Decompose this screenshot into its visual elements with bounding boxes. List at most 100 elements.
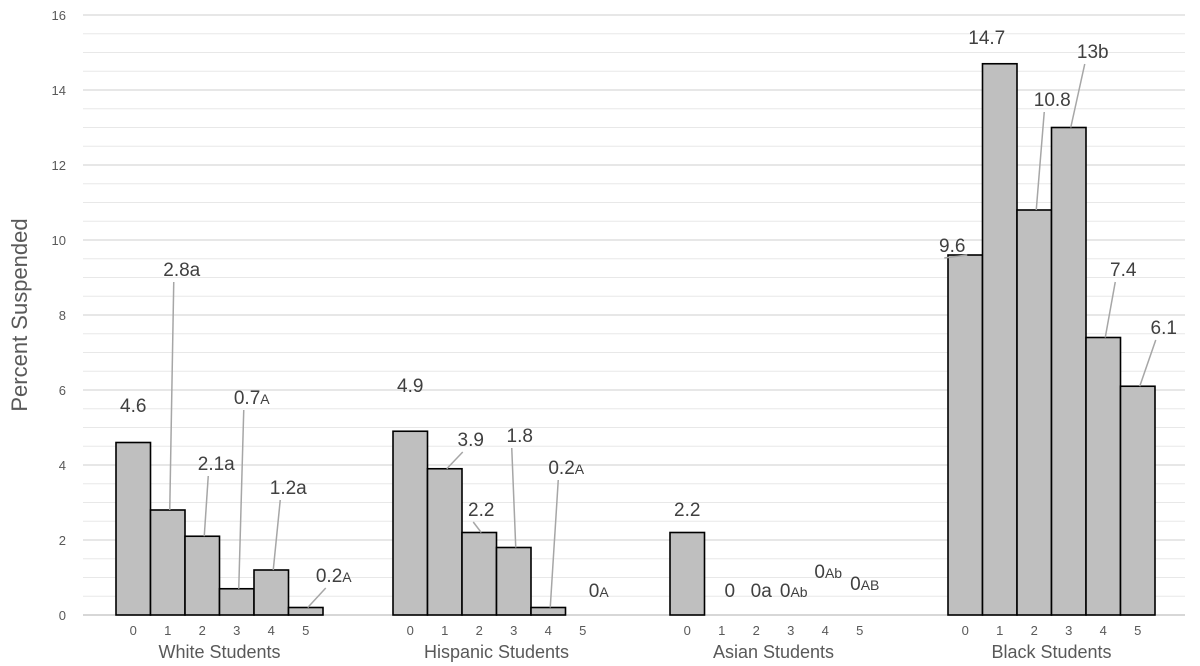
y-tick-label: 8 bbox=[59, 308, 66, 323]
leader-line bbox=[203, 475, 209, 537]
bar bbox=[115, 441, 152, 616]
x-tick-label: 2 bbox=[199, 623, 206, 638]
x-tick-label: 3 bbox=[233, 623, 240, 638]
data-label: 1.8 bbox=[507, 426, 533, 447]
leader-line bbox=[1070, 63, 1086, 128]
x-tick-label: 1 bbox=[441, 623, 448, 638]
data-label: 2.2 bbox=[674, 500, 700, 521]
data-label: 4.6 bbox=[120, 396, 146, 417]
data-label: 0.2A bbox=[316, 566, 352, 587]
bar bbox=[149, 509, 186, 616]
data-label: 0 bbox=[724, 581, 735, 602]
group-label: Hispanic Students bbox=[424, 642, 569, 662]
data-label: 9.6 bbox=[939, 236, 965, 257]
x-tick-label: 0 bbox=[130, 623, 137, 638]
x-axis-ticks: 0 1 2 3 4 5 0 1 2 3 4 5 0 1 2 3 4 5 0 1 2 3 4 5 bbox=[130, 623, 1142, 638]
data-label: 0A bbox=[589, 581, 610, 602]
leader-line bbox=[1035, 111, 1045, 211]
data-label: 14.7 bbox=[968, 28, 1005, 49]
data-label: 4.9 bbox=[397, 376, 423, 397]
x-tick-label: 0 bbox=[684, 623, 691, 638]
data-label: 2.1a bbox=[198, 454, 235, 475]
label-leader-lines bbox=[169, 63, 1157, 609]
data-label: 0a bbox=[751, 581, 773, 602]
x-tick-label: 2 bbox=[476, 623, 483, 638]
leader-line bbox=[511, 447, 517, 548]
x-tick-label: 2 bbox=[1031, 623, 1038, 638]
x-tick-label: 4 bbox=[1100, 623, 1107, 638]
data-label: 10.8 bbox=[1034, 90, 1071, 111]
x-tick-label: 0 bbox=[962, 623, 969, 638]
x-tick-label: 1 bbox=[718, 623, 725, 638]
y-tick-label: 10 bbox=[52, 233, 66, 248]
bar bbox=[287, 606, 324, 616]
leader-line bbox=[446, 451, 464, 470]
leader-line bbox=[238, 409, 245, 589]
group-label: Black Students bbox=[991, 642, 1111, 662]
bar bbox=[184, 535, 221, 616]
leader-line bbox=[272, 499, 281, 571]
x-tick-label: 5 bbox=[302, 623, 309, 638]
data-label: 0.7A bbox=[234, 388, 270, 409]
leader-line bbox=[944, 254, 968, 259]
y-tick-label: 2 bbox=[59, 533, 66, 548]
bar bbox=[1119, 385, 1156, 616]
x-tick-label: 1 bbox=[164, 623, 171, 638]
data-label: 3.9 bbox=[458, 430, 484, 451]
x-tick-label: 4 bbox=[545, 623, 552, 638]
bar bbox=[530, 606, 567, 616]
data-label: 0Ab bbox=[814, 562, 842, 583]
bar bbox=[1016, 209, 1053, 616]
bars bbox=[115, 62, 1156, 616]
data-label: 2.2 bbox=[468, 500, 494, 521]
bar bbox=[461, 531, 498, 616]
data-label: 0.2A bbox=[548, 458, 584, 479]
y-tick-label: 12 bbox=[52, 158, 66, 173]
data-label: 1.2a bbox=[270, 478, 307, 499]
bar bbox=[495, 546, 532, 616]
y-tick-label: 14 bbox=[52, 83, 66, 98]
y-axis-title: Percent Suspended bbox=[7, 218, 32, 411]
data-label: 6.1 bbox=[1151, 318, 1177, 339]
bar bbox=[669, 531, 706, 616]
data-label: 13b bbox=[1077, 42, 1109, 63]
bar bbox=[947, 254, 984, 616]
leader-line bbox=[307, 587, 327, 609]
y-tick-label: 4 bbox=[59, 458, 66, 473]
data-label: 2.8a bbox=[163, 260, 200, 281]
bar bbox=[253, 569, 290, 616]
x-tick-label: 5 bbox=[579, 623, 586, 638]
x-tick-label: 5 bbox=[856, 623, 863, 638]
x-tick-label: 3 bbox=[1065, 623, 1072, 638]
y-tick-label: 0 bbox=[59, 608, 66, 623]
x-tick-label: 3 bbox=[787, 623, 794, 638]
y-tick-label: 6 bbox=[59, 383, 66, 398]
group-labels: White Students Hispanic Students Asian Stu… bbox=[158, 642, 1111, 662]
y-tick-label: 16 bbox=[52, 8, 66, 23]
bar bbox=[981, 62, 1018, 616]
x-tick-label: 2 bbox=[753, 623, 760, 638]
x-tick-label: 1 bbox=[996, 623, 1003, 638]
x-tick-label: 5 bbox=[1134, 623, 1141, 638]
bar bbox=[426, 467, 463, 616]
leader-line bbox=[472, 521, 482, 533]
leader-line bbox=[169, 281, 175, 511]
bar bbox=[218, 587, 255, 616]
data-label: 7.4 bbox=[1110, 260, 1137, 281]
x-tick-label: 4 bbox=[822, 623, 829, 638]
data-label: 0AB bbox=[850, 574, 879, 595]
group-label: White Students bbox=[158, 642, 280, 662]
bar bbox=[392, 430, 429, 616]
bar bbox=[1085, 336, 1122, 616]
bar bbox=[1050, 126, 1087, 616]
data-labels: 4.6 2.8a 2.1a 0.7A 1.2a 0.2A 4.9 3.9 2.2 1.8 0.2A 0… bbox=[120, 28, 1177, 602]
y-axis-ticks: 0 2 4 6 8 10 12 14 16 bbox=[52, 8, 66, 623]
group-label: Asian Students bbox=[713, 642, 834, 662]
x-tick-label: 4 bbox=[268, 623, 275, 638]
leader-line bbox=[1104, 281, 1116, 338]
data-label: 0Ab bbox=[780, 581, 808, 602]
leader-line bbox=[549, 479, 559, 608]
x-tick-label: 3 bbox=[510, 623, 517, 638]
x-tick-label: 0 bbox=[407, 623, 414, 638]
